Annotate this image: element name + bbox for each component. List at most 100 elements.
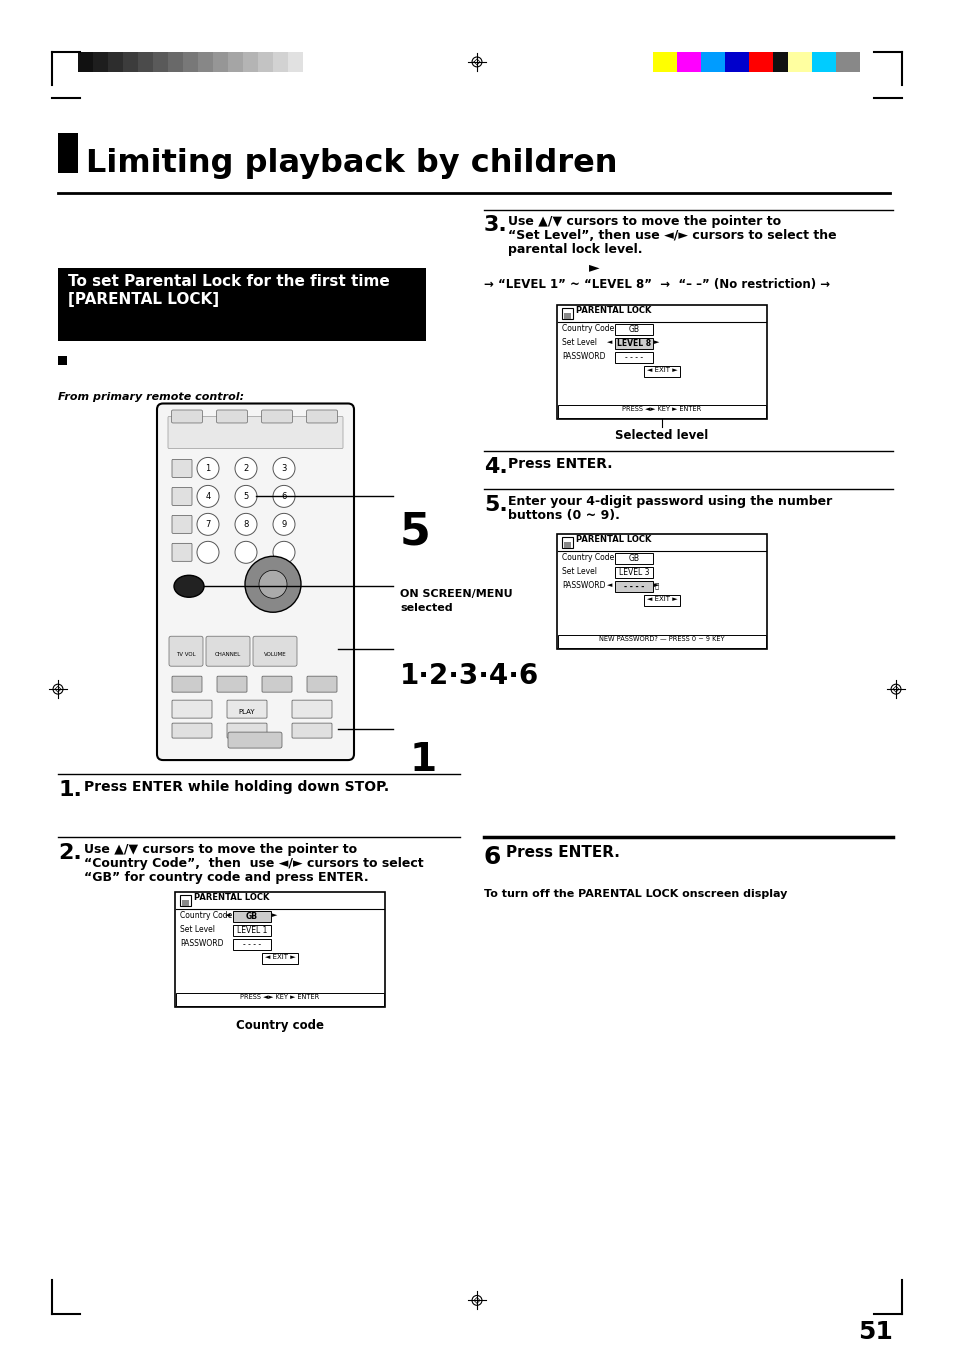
Circle shape (196, 542, 219, 563)
Circle shape (273, 513, 294, 535)
FancyBboxPatch shape (157, 404, 354, 761)
Bar (168, 51, 183, 72)
Bar (615, 338, 652, 349)
Text: PASSWORD: PASSWORD (180, 939, 223, 948)
Text: ◄: ◄ (225, 912, 230, 917)
FancyBboxPatch shape (253, 636, 296, 666)
FancyBboxPatch shape (172, 515, 192, 534)
Text: PARENTAL LOCK: PARENTAL LOCK (576, 535, 651, 544)
Text: Use ▲/▼ cursors to move the pointer to: Use ▲/▼ cursors to move the pointer to (507, 215, 781, 228)
Text: 4.: 4. (483, 458, 507, 477)
Bar (811, 51, 835, 72)
Bar (561, 538, 573, 549)
Text: 8: 8 (243, 520, 249, 530)
Text: PRESS ◄► KEY ► ENTER: PRESS ◄► KEY ► ENTER (621, 407, 700, 412)
Text: ►: ► (272, 912, 277, 917)
Circle shape (273, 542, 294, 563)
Bar (558, 635, 765, 648)
Circle shape (258, 570, 287, 598)
Text: Limiting playback by children: Limiting playback by children (86, 147, 617, 178)
FancyBboxPatch shape (228, 732, 282, 748)
Bar (243, 51, 257, 72)
Bar (615, 351, 652, 362)
Circle shape (234, 542, 256, 563)
Bar (108, 51, 123, 72)
Text: 51: 51 (858, 1320, 892, 1344)
Bar (557, 304, 766, 419)
Ellipse shape (173, 576, 204, 597)
FancyBboxPatch shape (168, 416, 343, 449)
Text: 3: 3 (281, 465, 287, 473)
Text: 5: 5 (399, 511, 431, 554)
Text: 1: 1 (205, 465, 211, 473)
Bar (257, 51, 273, 72)
FancyBboxPatch shape (216, 409, 247, 423)
Text: Set Level: Set Level (180, 925, 214, 934)
Text: parental lock level.: parental lock level. (507, 243, 641, 255)
Text: TV VOL: TV VOL (176, 653, 195, 657)
FancyBboxPatch shape (307, 676, 336, 692)
Text: 2.: 2. (58, 843, 82, 863)
Text: Press ENTER while holding down STOP.: Press ENTER while holding down STOP. (84, 780, 389, 794)
Text: GB: GB (628, 554, 639, 563)
Bar (787, 51, 811, 72)
FancyBboxPatch shape (172, 409, 202, 423)
Text: buttons (0 ~ 9).: buttons (0 ~ 9). (507, 509, 619, 523)
Text: “Set Level”, then use ◄/► cursors to select the: “Set Level”, then use ◄/► cursors to sel… (507, 228, 836, 242)
Text: To set Parental Lock for the first time: To set Parental Lock for the first time (68, 274, 390, 289)
Bar (233, 911, 271, 921)
Bar (615, 554, 652, 565)
Text: Country Code: Country Code (180, 911, 232, 920)
Text: 1·2·3·4·6: 1·2·3·4·6 (399, 662, 538, 690)
Text: CHANNEL: CHANNEL (214, 653, 241, 657)
Text: 1: 1 (410, 742, 436, 780)
Bar (78, 51, 92, 72)
Bar (615, 581, 652, 592)
Circle shape (245, 557, 301, 612)
Bar (643, 596, 679, 607)
Circle shape (234, 458, 256, 480)
Bar (213, 51, 228, 72)
Text: Press ENTER.: Press ENTER. (505, 844, 619, 861)
Text: LEVEL 3: LEVEL 3 (618, 569, 649, 577)
Text: Country code: Country code (235, 1019, 324, 1032)
Text: - - - -: - - - - (243, 940, 261, 948)
Text: Country Code: Country Code (561, 324, 614, 332)
Bar (677, 51, 700, 72)
FancyBboxPatch shape (169, 636, 203, 666)
Text: VOLUME: VOLUME (263, 653, 286, 657)
Text: 2: 2 (243, 465, 249, 473)
Text: PARENTAL LOCK: PARENTAL LOCK (193, 893, 269, 902)
Bar (724, 51, 748, 72)
FancyBboxPatch shape (306, 409, 337, 423)
Bar (563, 312, 571, 319)
FancyBboxPatch shape (227, 700, 267, 719)
Text: PASSWORD: PASSWORD (561, 351, 605, 361)
FancyBboxPatch shape (292, 700, 332, 719)
Text: ◄: ◄ (606, 582, 612, 588)
Circle shape (196, 485, 219, 508)
Bar (92, 51, 108, 72)
Circle shape (273, 485, 294, 508)
Bar (558, 405, 765, 419)
Text: ►: ► (654, 582, 659, 588)
Bar (58, 267, 426, 340)
Bar (198, 51, 213, 72)
Text: PLAY: PLAY (238, 709, 255, 715)
Text: “GB” for country code and press ENTER.: “GB” for country code and press ENTER. (84, 871, 368, 884)
Text: selected: selected (399, 604, 452, 613)
Text: LEVEL 8: LEVEL 8 (617, 339, 650, 347)
Text: ◄ EXIT ►: ◄ EXIT ► (264, 954, 295, 959)
FancyBboxPatch shape (216, 676, 247, 692)
Bar (615, 324, 652, 335)
Text: 5.: 5. (483, 496, 507, 515)
FancyBboxPatch shape (172, 676, 202, 692)
Bar (748, 51, 772, 72)
FancyBboxPatch shape (172, 700, 212, 719)
Text: ⎓: ⎓ (655, 582, 659, 589)
Text: - - - -: - - - - (624, 353, 642, 362)
Bar (561, 308, 573, 319)
Bar (180, 894, 191, 907)
Bar (183, 51, 198, 72)
Text: From primary remote control:: From primary remote control: (58, 392, 244, 401)
